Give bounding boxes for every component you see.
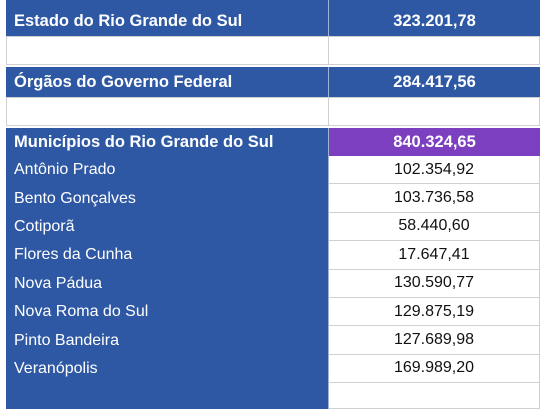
trailing-cell-right [329, 383, 540, 409]
blank-row-1 [6, 36, 540, 65]
municipality-row: Antônio Prado 102.354,92 [6, 156, 540, 185]
municipios-value: 840.324,65 [329, 128, 540, 156]
row-municipios: Municípios do Rio Grande do Sul 840.324,… [6, 128, 540, 156]
municipality-name: Flores da Cunha [6, 241, 329, 270]
municipality-name: Nova Roma do Sul [6, 297, 329, 327]
municipality-name: Pinto Bandeira [6, 326, 329, 355]
spreadsheet-table: Estado do Rio Grande do Sul 323.201,78 Ó… [6, 0, 540, 409]
municipality-row: Cotiporã 58.440,60 [6, 212, 540, 242]
municipality-row: Nova Pádua 130.590,77 [6, 269, 540, 298]
estado-value: 323.201,78 [329, 6, 540, 36]
municipality-row: Bento Gonçalves 103.736,58 [6, 184, 540, 213]
municipality-row: Veranópolis 169.989,20 [6, 354, 540, 384]
blank-row-2 [6, 97, 540, 126]
municipality-name: Veranópolis [6, 354, 329, 384]
top-border-right [329, 0, 540, 6]
municipality-value: 103.736,58 [329, 184, 540, 213]
municipality-row: Nova Roma do Sul 129.875,19 [6, 297, 540, 327]
municipality-name: Antônio Prado [6, 156, 329, 185]
trailing-cell-left [6, 383, 329, 409]
municipality-row: Flores da Cunha 17.647,41 [6, 241, 540, 270]
blank-cell [329, 36, 540, 65]
blank-cell [6, 36, 329, 65]
estado-label: Estado do Rio Grande do Sul [6, 6, 329, 36]
municipality-value: 58.440,60 [329, 212, 540, 242]
row-estado: Estado do Rio Grande do Sul 323.201,78 [6, 6, 540, 36]
trailing-row [6, 383, 540, 409]
municipios-label: Municípios do Rio Grande do Sul [6, 128, 329, 156]
blank-cell [329, 97, 540, 126]
blank-cell [6, 97, 329, 126]
municipality-value: 17.647,41 [329, 241, 540, 270]
municipality-value: 102.354,92 [329, 156, 540, 185]
orgaos-label: Órgãos do Governo Federal [6, 67, 329, 97]
municipality-row: Pinto Bandeira 127.689,98 [6, 326, 540, 355]
municipality-value: 130.590,77 [329, 269, 540, 298]
row-orgaos: Órgãos do Governo Federal 284.417,56 [6, 67, 540, 97]
municipality-name: Nova Pádua [6, 269, 329, 298]
municipality-name: Cotiporã [6, 212, 329, 242]
top-border-row [6, 0, 540, 6]
municipality-value: 129.875,19 [329, 297, 540, 327]
municipality-value: 169.989,20 [329, 354, 540, 384]
orgaos-value: 284.417,56 [329, 67, 540, 97]
top-border-left [6, 0, 329, 6]
municipality-value: 127.689,98 [329, 326, 540, 355]
municipality-name: Bento Gonçalves [6, 184, 329, 213]
